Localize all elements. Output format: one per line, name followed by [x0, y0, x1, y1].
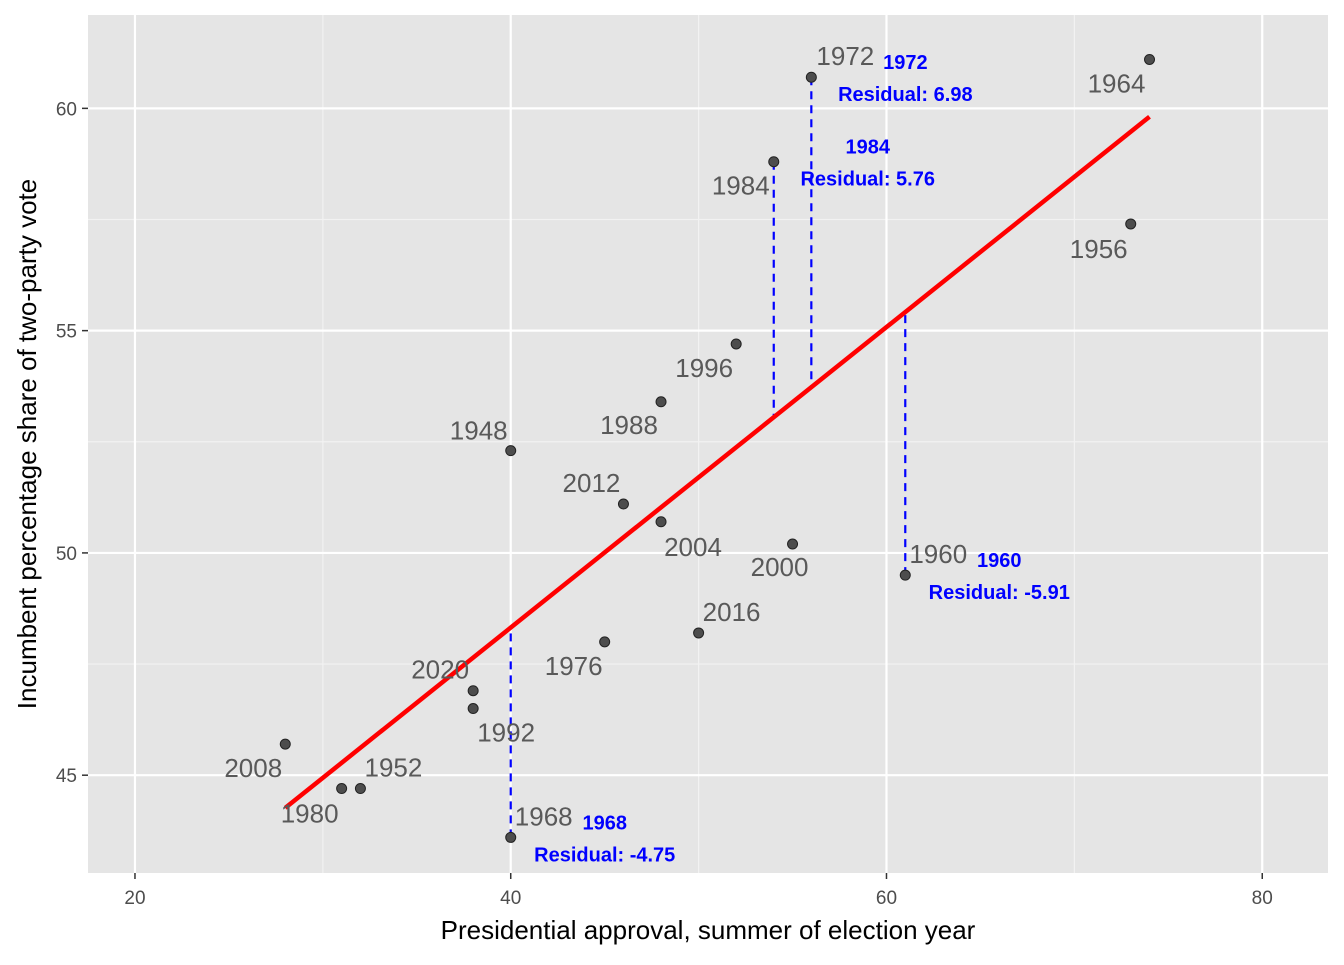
data-point — [599, 636, 611, 648]
x-axis-title: Presidential approval, summer of electio… — [441, 915, 976, 945]
annotation-residual: Residual: -5.91 — [929, 582, 1070, 604]
fit-line-group — [283, 114, 1151, 810]
data-point — [354, 783, 366, 795]
point-label: 1956 — [1070, 234, 1128, 264]
point-label: 1948 — [450, 416, 508, 446]
data-point — [336, 783, 348, 795]
data-point — [505, 445, 517, 457]
data-point — [1144, 53, 1156, 65]
annotation-year: 1972 — [883, 52, 928, 74]
point-label: 1972 — [816, 41, 874, 71]
annotation-residual: Residual: 6.98 — [838, 84, 973, 106]
data-point — [467, 703, 479, 715]
data-point — [505, 831, 517, 843]
data-point — [787, 538, 799, 550]
point-label: 2020 — [411, 655, 469, 685]
data-point — [655, 396, 667, 408]
point-label: 2000 — [751, 552, 809, 582]
y-axis-title: Incumbent percentage share of two-party … — [12, 179, 42, 709]
point-label: 1960 — [909, 539, 967, 569]
annotation-residual: Residual: 5.76 — [800, 169, 935, 191]
x-tick-label: 80 — [1252, 888, 1273, 909]
point-label: 2016 — [703, 597, 761, 627]
data-point — [279, 738, 291, 750]
data-point — [467, 685, 479, 697]
data-point — [617, 498, 629, 510]
regression-line — [283, 114, 1151, 810]
data-point — [655, 516, 667, 528]
data-point — [899, 569, 911, 581]
annotation-year: 1984 — [846, 137, 891, 159]
point-label: 1968 — [515, 801, 573, 831]
point-labels: 1948 1952 1956 1960 1964 1968 1972 1976 1980 1984… — [224, 41, 1145, 831]
data-point — [768, 156, 780, 168]
point-label: 1952 — [365, 753, 423, 783]
y-tick-label: 50 — [56, 544, 77, 565]
point-label: 1992 — [477, 718, 535, 748]
data-points — [279, 53, 1156, 843]
x-tick-label: 20 — [124, 888, 145, 909]
point-label: 1996 — [675, 353, 733, 383]
point-label: 1976 — [545, 651, 603, 681]
point-label: 1980 — [281, 799, 339, 829]
point-label: 1988 — [600, 410, 658, 440]
data-point — [730, 338, 742, 350]
y-tick-label: 45 — [56, 766, 77, 787]
axis-ticks: 20 40 60 80 45 50 55 60 — [56, 99, 1273, 909]
y-tick-label: 60 — [56, 99, 77, 120]
data-point — [1125, 218, 1137, 230]
point-label: 2012 — [563, 468, 621, 498]
annotation-year: 1960 — [977, 550, 1022, 572]
residual-annotations: 1972 Residual: 6.98 1984 Residual: 5.76 1960… — [534, 52, 1070, 866]
point-label: 1964 — [1088, 68, 1146, 98]
plot-panel — [88, 15, 1328, 873]
y-tick-label: 55 — [56, 322, 77, 343]
grid-lines — [88, 15, 1328, 873]
data-point — [805, 71, 817, 83]
point-label: 2004 — [664, 532, 722, 562]
point-label: 1984 — [712, 171, 770, 201]
x-tick-label: 60 — [876, 888, 897, 909]
data-point — [693, 627, 705, 639]
annotation-year: 1968 — [582, 812, 627, 834]
annotation-residual: Residual: -4.75 — [534, 844, 675, 866]
residual-segments — [509, 77, 907, 838]
point-label: 2008 — [224, 753, 282, 783]
x-tick-label: 40 — [500, 888, 521, 909]
